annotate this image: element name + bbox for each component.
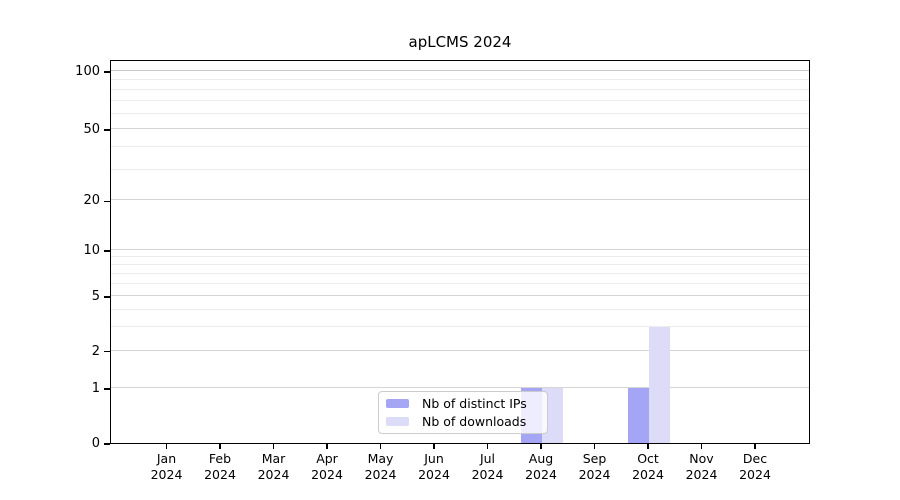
minor-gridline: [111, 146, 809, 148]
y-tick-label: 0: [91, 436, 100, 451]
x-tick-mark: [540, 444, 542, 449]
x-tick-mark: [272, 444, 275, 449]
minor-gridline: [111, 273, 809, 275]
major-gridline: [111, 128, 809, 130]
minor-gridline: [111, 283, 809, 285]
x-tick-label: Aug 2024: [525, 451, 557, 482]
y-tick-mark: [103, 200, 110, 203]
x-tick-label: Jun 2024: [418, 451, 450, 482]
plot-area: Nb of distinct IPs Nb of downloads: [110, 60, 810, 444]
major-gridline: [111, 387, 809, 388]
distinct-ips-swatch-icon: [386, 399, 409, 409]
minor-gridline: [111, 100, 809, 102]
y-tick-mark: [103, 129, 110, 131]
minor-gridline: [111, 256, 809, 258]
x-tick-mark: [593, 444, 596, 449]
x-tick-mark: [326, 444, 328, 449]
x-tick-label: Mar 2024: [257, 451, 290, 482]
x-tick-label: Sep 2024: [578, 451, 611, 482]
legend-item-distinct-ips: Nb of distinct IPs: [386, 396, 540, 411]
bar-downloads: [649, 327, 670, 443]
major-gridline: [111, 199, 809, 201]
y-tick-mark: [103, 351, 110, 353]
x-tick-mark: [219, 444, 221, 449]
major-gridline: [111, 294, 809, 296]
minor-gridline: [111, 79, 809, 81]
minor-gridline: [111, 113, 809, 115]
bar-distinct-ips: [628, 388, 649, 443]
x-tick-mark: [754, 444, 756, 449]
x-tick-mark: [165, 444, 168, 449]
y-tick-label: 20: [83, 193, 100, 209]
chart-title: apLCMS 2024: [408, 33, 512, 51]
y-tick-label: 5: [91, 288, 100, 304]
legend: Nb of distinct IPs Nb of downloads: [378, 391, 548, 434]
legend-label-downloads: Nb of downloads: [422, 413, 527, 429]
major-gridline: [111, 70, 809, 71]
legend-label-distinct-ips: Nb of distinct IPs: [422, 396, 527, 412]
legend-item-downloads: Nb of downloads: [386, 414, 540, 429]
minor-gridline: [111, 308, 809, 310]
y-tick-mark: [103, 296, 110, 298]
y-tick-label: 2: [91, 343, 100, 359]
minor-gridline: [111, 264, 809, 266]
downloads-swatch-icon: [386, 416, 409, 426]
minor-gridline: [111, 89, 809, 91]
y-tick-label: 50: [83, 122, 100, 138]
x-tick-label: Feb 2024: [204, 451, 236, 482]
minor-gridline: [111, 326, 809, 328]
x-tick-mark: [486, 444, 489, 449]
y-tick-label: 1: [91, 381, 100, 396]
y-tick-label: 10: [83, 243, 100, 258]
x-tick-label: Nov 2024: [685, 451, 718, 482]
x-tick-label: Jul 2024: [471, 451, 504, 482]
y-tick-mark: [103, 250, 110, 252]
y-tick-label: 100: [75, 64, 100, 79]
x-tick-mark: [700, 444, 703, 449]
y-tick-mark: [103, 71, 110, 73]
x-tick-mark: [433, 444, 435, 449]
x-tick-label: Apr 2024: [311, 451, 343, 482]
x-tick-label: May 2024: [364, 451, 397, 482]
x-tick-label: Oct 2024: [632, 451, 664, 482]
major-gridline: [111, 249, 809, 250]
x-tick-mark: [647, 444, 649, 449]
minor-gridline: [111, 168, 809, 170]
x-tick-label: Dec 2024: [739, 451, 771, 482]
y-tick-mark: [103, 443, 110, 445]
major-gridline: [111, 349, 809, 351]
x-tick-mark: [379, 444, 382, 449]
y-tick-mark: [103, 388, 110, 390]
x-tick-label: Jan 2024: [150, 451, 183, 482]
